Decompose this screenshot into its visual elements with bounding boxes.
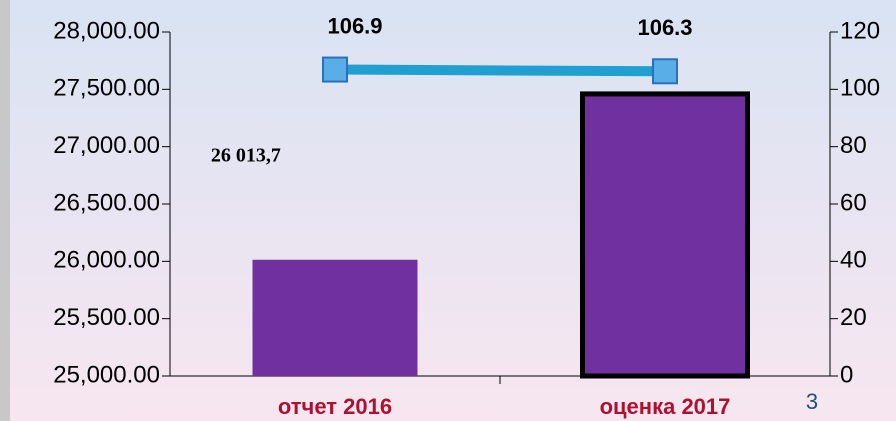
y2-tick-label: 100 xyxy=(840,75,880,102)
y-tick-label: 26,000.00 xyxy=(53,247,160,274)
line xyxy=(334,64,666,77)
x-tick-label: оценка 2017 xyxy=(600,394,731,419)
y-tick-label: 25,500.00 xyxy=(53,304,160,331)
bar xyxy=(580,91,750,379)
y2-tick-label: 60 xyxy=(840,189,867,216)
y-tick-label: 27,500.00 xyxy=(53,75,160,102)
y2-tick-label: 120 xyxy=(840,17,880,44)
y2-tick-label: 0 xyxy=(840,361,853,388)
bar xyxy=(252,259,418,376)
data-label: 26 013,7 xyxy=(211,144,281,166)
side-strip xyxy=(0,0,10,421)
page-number: 3 xyxy=(806,389,818,414)
y2-tick-label: 80 xyxy=(840,132,867,159)
y2-tick-label: 20 xyxy=(840,304,867,331)
data-label: 106.9 xyxy=(327,13,382,38)
line-marker xyxy=(322,56,348,83)
data-label: 106.3 xyxy=(637,15,692,40)
y-tick-label: 27,000.00 xyxy=(53,132,160,159)
y2-tick-label: 40 xyxy=(840,247,867,274)
y-tick-label: 26,500.00 xyxy=(53,189,160,216)
y-tick-label: 25,000.00 xyxy=(53,361,160,388)
x-tick-label: отчет 2016 xyxy=(278,394,392,419)
line-marker xyxy=(652,58,678,85)
y-tick-label: 28,000.00 xyxy=(53,17,160,44)
